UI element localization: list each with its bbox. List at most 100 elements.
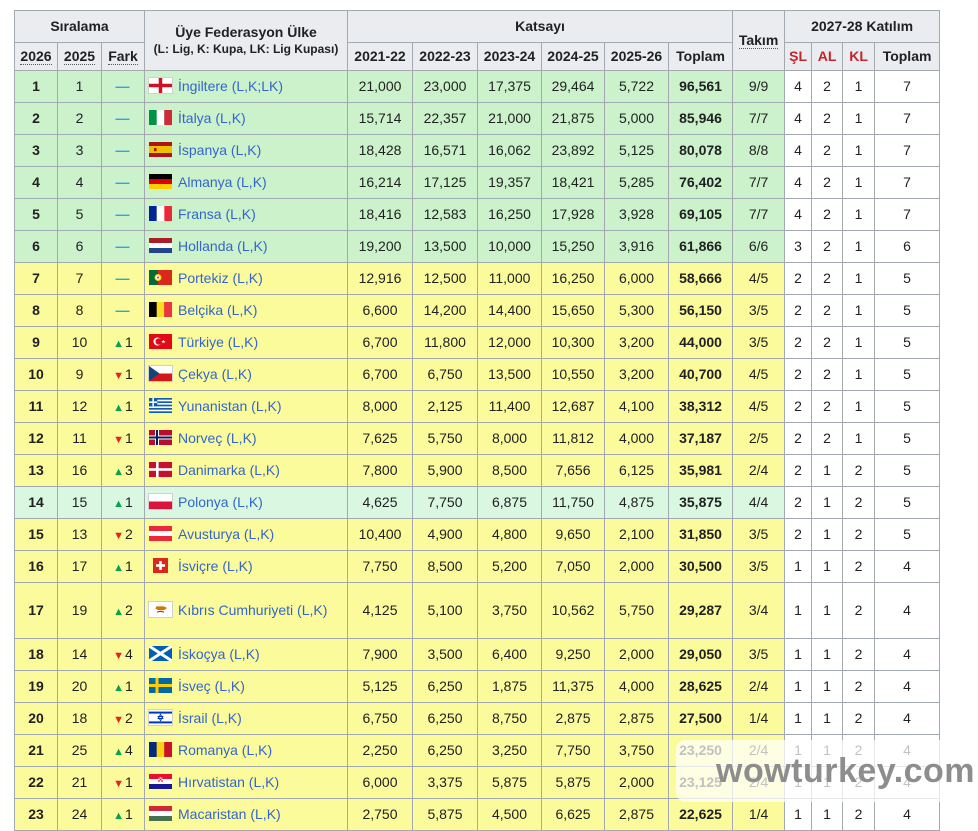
country-link[interactable]: Kıbrıs Cumhuriyeti (L,K) [178,601,328,618]
rank-2026-cell: 12 [14,422,58,455]
rank-2025-value: 15 [71,494,88,511]
season-value-cell: 21,000 [477,102,542,135]
season-value: 3,916 [618,238,655,255]
table-row: 16 17 ▲1 İsviçre (L,K) 7,750 8,500 5,200 7,050 2… [14,550,941,583]
al-slots-value: 2 [823,206,831,223]
rank-2026-value: 18 [28,646,44,663]
al-slots-cell: 1 [811,638,844,671]
rank-2026-cell: 5 [14,198,58,231]
season-value-cell: 13,500 [477,358,542,391]
season-value: 16,571 [423,142,467,159]
sl-slots-value: 4 [794,110,802,127]
flag-czechia-icon [148,364,173,382]
season-value-cell: 12,583 [412,198,478,231]
rank-change-cell: — [101,102,145,135]
sl-slots-value: 2 [794,430,802,447]
season-value: 5,125 [618,142,655,159]
kl-slots-value: 2 [854,526,863,543]
season-value: 5,722 [618,78,655,95]
rank-change-cell: — [101,294,145,327]
teams-cell: 4/5 [732,358,786,391]
rank-change-cell: — [101,166,145,199]
season-value: 15,250 [551,238,595,255]
country-link[interactable]: Norveç (L,K) [178,429,257,446]
sl-slots-value: 1 [794,558,802,575]
country-link[interactable]: Portekiz (L,K) [178,269,263,286]
season-value: 6,750 [427,366,463,383]
al-slots-cell: 2 [811,70,844,103]
country-link[interactable]: Hollanda (L,K) [178,237,268,254]
sl-slots-cell: 1 [784,670,813,703]
sl-slots-cell: 1 [784,582,813,639]
country-link[interactable]: İskoçya (L,K) [178,645,260,662]
rank-2026-value: 17 [28,602,44,619]
rank-change-cell: — [101,134,145,167]
up-arrow-icon: ▲ [113,745,125,758]
season-value: 3,200 [618,366,655,383]
sl-slots-value: 2 [794,334,802,351]
rank-2025-cell: 20 [57,670,102,703]
season-value: 3,200 [618,334,655,351]
country-link[interactable]: Hırvatistan (L,K) [178,773,280,790]
flag-croatia-icon [149,773,172,789]
country-link[interactable]: Almanya (L,K) [178,173,267,190]
season-value: 2,000 [618,646,655,663]
teams-value: 8/8 [748,142,769,159]
total-coefficient-value: 35,875 [679,494,722,511]
country-link[interactable]: Polonya (L,K) [178,493,263,510]
country-link[interactable]: İngiltere (L,K;LK) [178,77,284,94]
season-value: 11,800 [424,334,466,351]
season-value: 11,812 [552,430,594,447]
country-link[interactable]: Türkiye (L,K) [178,333,259,350]
kl-slots-cell: 1 [842,134,876,167]
country-link[interactable]: İsrail (L,K) [178,709,242,726]
country-link[interactable]: Danimarka (L,K) [178,461,280,478]
country-link[interactable]: İtalya (L,K) [178,109,246,126]
header-country-legend: (L: Lig, K: Kupa, LK: Lig Kupası) [153,42,339,57]
kl-slots-cell: 2 [842,702,876,735]
country-link[interactable]: İsveç (L,K) [178,677,245,694]
total-coefficient-cell: 29,050 [667,638,734,671]
season-value-cell: 14,400 [477,294,542,327]
season-value: 10,000 [488,238,531,255]
country-link[interactable]: Çekya (L,K) [178,365,252,382]
season-value-cell: 7,750 [347,550,413,583]
rank-2026-value: 9 [32,334,40,351]
country-link[interactable]: Macaristan (L,K) [178,805,281,822]
rank-2026-cell: 20 [14,702,58,735]
country-link[interactable]: Belçika (L,K) [178,301,258,318]
season-value: 4,000 [618,678,655,695]
country-link[interactable]: Fransa (L,K) [178,205,256,222]
rank-2025-value: 9 [75,366,84,383]
rank-2025-value: 1 [75,78,84,95]
rank-2026-cell: 4 [14,166,58,199]
country-link[interactable]: Romanya (L,K) [178,741,273,758]
rank-change-cell: ▼4 [101,638,145,671]
sl-slots-cell: 2 [784,422,813,455]
season-value: 16,250 [551,270,595,287]
season-value: 12,500 [423,270,467,287]
teams-cell: 4/5 [732,390,786,423]
kl-slots-cell: 2 [842,518,876,551]
teams-cell: 2/5 [732,422,786,455]
season-value: 16,250 [488,206,531,223]
country-link[interactable]: Yunanistan (L,K) [178,397,282,414]
table-row: 15 13 ▼2 Avusturya (L,K) 10,400 4,900 4,800 9,6… [14,518,941,551]
al-slots-cell: 2 [811,230,844,263]
sl-slots-cell: 4 [784,198,813,231]
flag-poland-icon [148,492,173,510]
table-row: 12 11 ▼1 Norveç (L,K) 7,625 5,750 8,000 11,812 4… [14,422,941,455]
season-value: 8,000 [491,430,528,447]
rank-change-cell: ▼1 [101,422,145,455]
table-row: 9 10 ▲1 Türkiye (L,K) 6,700 11,800 12,000 10,30… [14,326,941,359]
kl-slots-value: 1 [854,174,863,191]
table-row: 20 18 ▼2 İsrail (L,K) 6,750 6,250 8,750 2,875 2,… [14,702,941,735]
season-value-cell: 16,571 [412,134,478,167]
country-link[interactable]: Avusturya (L,K) [178,525,275,542]
season-value: 6,250 [427,710,463,727]
country-link[interactable]: İspanya (L,K) [178,141,262,158]
al-slots-cell: 1 [811,486,844,519]
sl-slots-value: 1 [794,646,802,663]
country-link[interactable]: İsviçre (L,K) [178,557,253,574]
table-row: 2 2 — İtalya (L,K) 15,714 22,357 21,000 21,875 5… [14,102,941,135]
